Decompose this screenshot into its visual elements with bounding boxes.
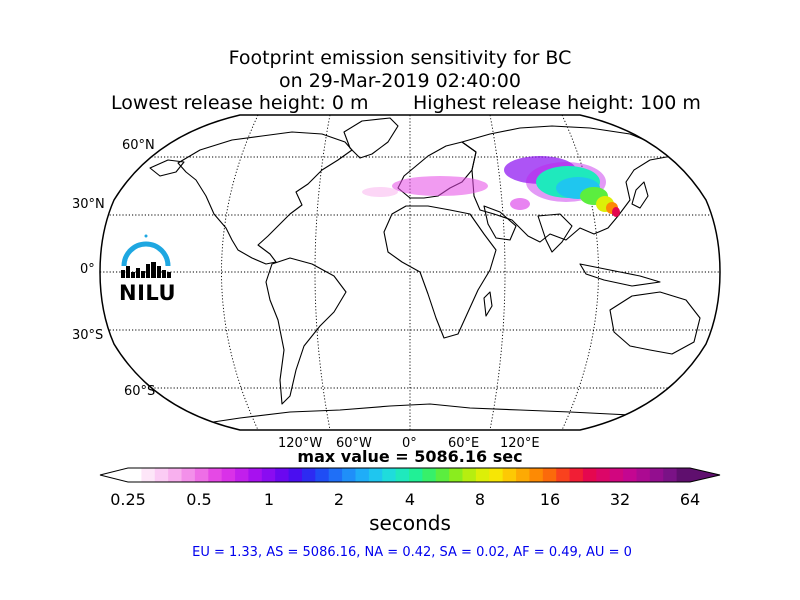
colorbar-tick-label: 1 xyxy=(263,490,275,509)
north-america xyxy=(177,131,353,265)
colorbar-segment xyxy=(529,468,544,482)
colorbar-segment xyxy=(368,468,383,482)
colorbar-segment xyxy=(596,468,611,482)
region-stats-text: EU = 1.33, AS = 5086.16, NA = 0.42, SA =… xyxy=(192,545,632,560)
colorbar-segment xyxy=(449,468,463,482)
colorbar-segment xyxy=(395,468,410,482)
lon-label-60e: 60°E xyxy=(448,436,480,451)
colorbar xyxy=(99,467,721,483)
india xyxy=(537,213,573,253)
colorbar-segment xyxy=(409,468,423,482)
colorbar-segment xyxy=(315,468,330,482)
colorbar-segment xyxy=(194,468,209,482)
lowest-release-height: Lowest release height: 0 m xyxy=(111,92,369,114)
colorbar-segment xyxy=(221,468,236,482)
colorbar-segment xyxy=(663,468,678,482)
colorbar-segment xyxy=(342,468,356,482)
lat-label-60n: 60°N xyxy=(122,138,155,153)
colorbar-segment xyxy=(462,468,477,482)
colorbar-segment xyxy=(382,468,397,482)
colorbar-segment xyxy=(288,468,303,482)
colorbar-segment xyxy=(516,468,530,482)
figure-title-line1: Footprint emission sensitivity for BC xyxy=(228,47,572,69)
nilu-logo: NILU xyxy=(116,234,177,305)
lat-label-60s: 60°S xyxy=(124,384,156,399)
globe-outline xyxy=(99,114,721,431)
lat-label-30n: 30°N xyxy=(72,197,105,212)
lon-label-60w: 60°W xyxy=(336,436,372,451)
lon-label-120e: 120°E xyxy=(500,436,540,451)
graticule xyxy=(100,115,720,430)
colorbar-segment xyxy=(235,468,249,482)
nilu-logo-text: NILU xyxy=(119,281,177,305)
colorbar-tick-label: 64 xyxy=(679,490,701,509)
colorbar-segment xyxy=(623,468,637,482)
meridian-60e xyxy=(489,115,506,430)
colorbar-extend-max xyxy=(690,468,720,482)
colorbar-segment xyxy=(261,468,276,482)
logo-arc xyxy=(121,241,171,267)
colorbar-tick-label: 0.5 xyxy=(186,490,212,509)
colorbar-tick-label: 2 xyxy=(333,490,345,509)
lat-label-30s: 30°S xyxy=(72,328,104,343)
colorbar-segment xyxy=(301,468,316,482)
colorbar-segment xyxy=(275,468,289,482)
colorbar-segment xyxy=(676,468,691,482)
colorbar-segment xyxy=(556,468,570,482)
japan xyxy=(631,181,649,209)
indonesia xyxy=(579,263,661,287)
colorbar-segment xyxy=(154,468,169,482)
africa xyxy=(383,205,497,339)
arabia xyxy=(483,205,517,241)
colorbar-segment xyxy=(569,468,584,482)
greenland xyxy=(343,117,399,159)
colorbar-segment xyxy=(355,468,370,482)
colorbar-tick-label: 0.25 xyxy=(110,490,146,509)
colorbar-segment xyxy=(168,468,182,482)
colorbar-segment xyxy=(435,468,450,482)
figure-title-date: on 29-Mar-2019 02:40:00 xyxy=(279,70,521,92)
map-content xyxy=(100,115,720,430)
coastlines xyxy=(100,117,720,430)
madagascar xyxy=(483,291,493,317)
highest-release-height: Highest release height: 100 m xyxy=(413,92,701,114)
colorbar-segment xyxy=(208,468,223,482)
colorbar-segment xyxy=(609,468,624,482)
lon-label-120w: 120°W xyxy=(278,436,323,451)
max-value-text: max value = 5086.16 sec xyxy=(297,447,523,466)
colorbar-segment xyxy=(422,468,437,482)
colorbar-segment xyxy=(489,468,504,482)
colorbar-tick-label: 4 xyxy=(404,490,416,509)
colorbar-label: seconds xyxy=(369,511,451,535)
south-america xyxy=(265,257,347,405)
colorbar-segment xyxy=(502,468,517,482)
colorbar-segment xyxy=(248,468,263,482)
meridian-60w xyxy=(314,115,331,430)
sensitivity-footprint xyxy=(362,156,620,217)
australia xyxy=(609,291,701,355)
colorbar-segment xyxy=(649,468,664,482)
colorbar-segment xyxy=(475,468,490,482)
alaska xyxy=(149,159,185,177)
colorbar-segment xyxy=(636,468,651,482)
colorbar-extend-min xyxy=(100,468,128,482)
nilu-logo-graphic xyxy=(121,234,171,278)
meridian-120w xyxy=(221,115,259,430)
colorbar-tick-label: 32 xyxy=(609,490,631,509)
colorbar-segment xyxy=(328,468,343,482)
lon-label-0: 0° xyxy=(402,436,417,451)
logo-skyline xyxy=(121,262,171,278)
lat-label-equator: 0° xyxy=(80,262,95,277)
colorbar-segment xyxy=(582,468,597,482)
colorbar-outline xyxy=(99,467,721,483)
colorbar-segment xyxy=(128,468,142,482)
new-zealand xyxy=(705,349,719,371)
colorbar-segment xyxy=(141,468,156,482)
colorbar-segment xyxy=(181,468,196,482)
colorbar-segment xyxy=(542,468,557,482)
colorbar-tick-label: 8 xyxy=(474,490,486,509)
colorbar-tick-label: 16 xyxy=(539,490,561,509)
